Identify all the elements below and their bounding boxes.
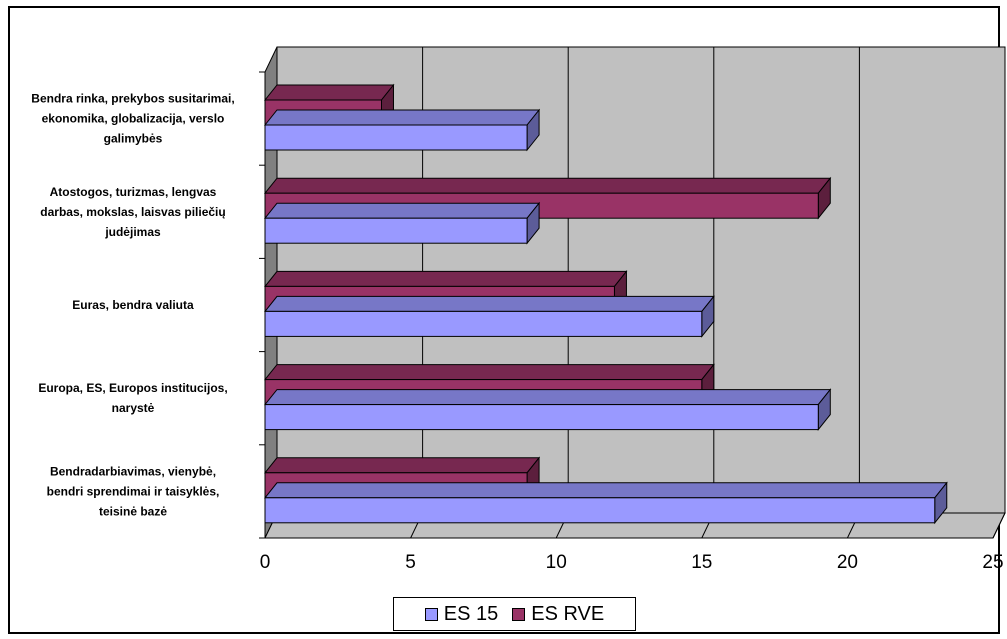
bar-es-15 <box>263 294 715 338</box>
bar-es-15 <box>263 481 948 525</box>
category-label: Europa, ES, Europos institucijos, narystė <box>38 381 227 415</box>
x-tick-label: 20 <box>837 552 858 573</box>
x-tick-label: 5 <box>405 552 416 573</box>
floor-gridline <box>992 512 1006 539</box>
legend-label-es15: ES 15 <box>443 602 499 625</box>
legend-item-es15: ES 15 <box>424 602 499 626</box>
category-label: Atostogos, turizmas, lengvas darbas, moks… <box>40 185 225 239</box>
legend-label-esrve: ES RVE <box>531 602 605 625</box>
x-tick-label: 25 <box>982 552 1003 573</box>
legend-swatch-es15 <box>424 607 438 621</box>
category-label: Euras, bendra valiuta <box>72 298 194 312</box>
bar-es-15 <box>263 388 832 432</box>
category-label: Bendradarbiavimas, vienybė, bendri sprend… <box>47 464 220 518</box>
legend-swatch-esrve <box>512 607 526 621</box>
x-tick-label: 10 <box>546 552 567 573</box>
category-label: Bendra rinka, prekybos susitarimai, ekono… <box>31 92 234 146</box>
x-tick-label: 0 <box>260 552 271 573</box>
legend: ES 15 ES RVE <box>393 597 636 631</box>
bar-es-15 <box>263 201 541 245</box>
legend-item-esrve: ES RVE <box>512 603 604 626</box>
bar-es-15 <box>263 108 541 152</box>
x-tick-label: 15 <box>691 552 712 573</box>
